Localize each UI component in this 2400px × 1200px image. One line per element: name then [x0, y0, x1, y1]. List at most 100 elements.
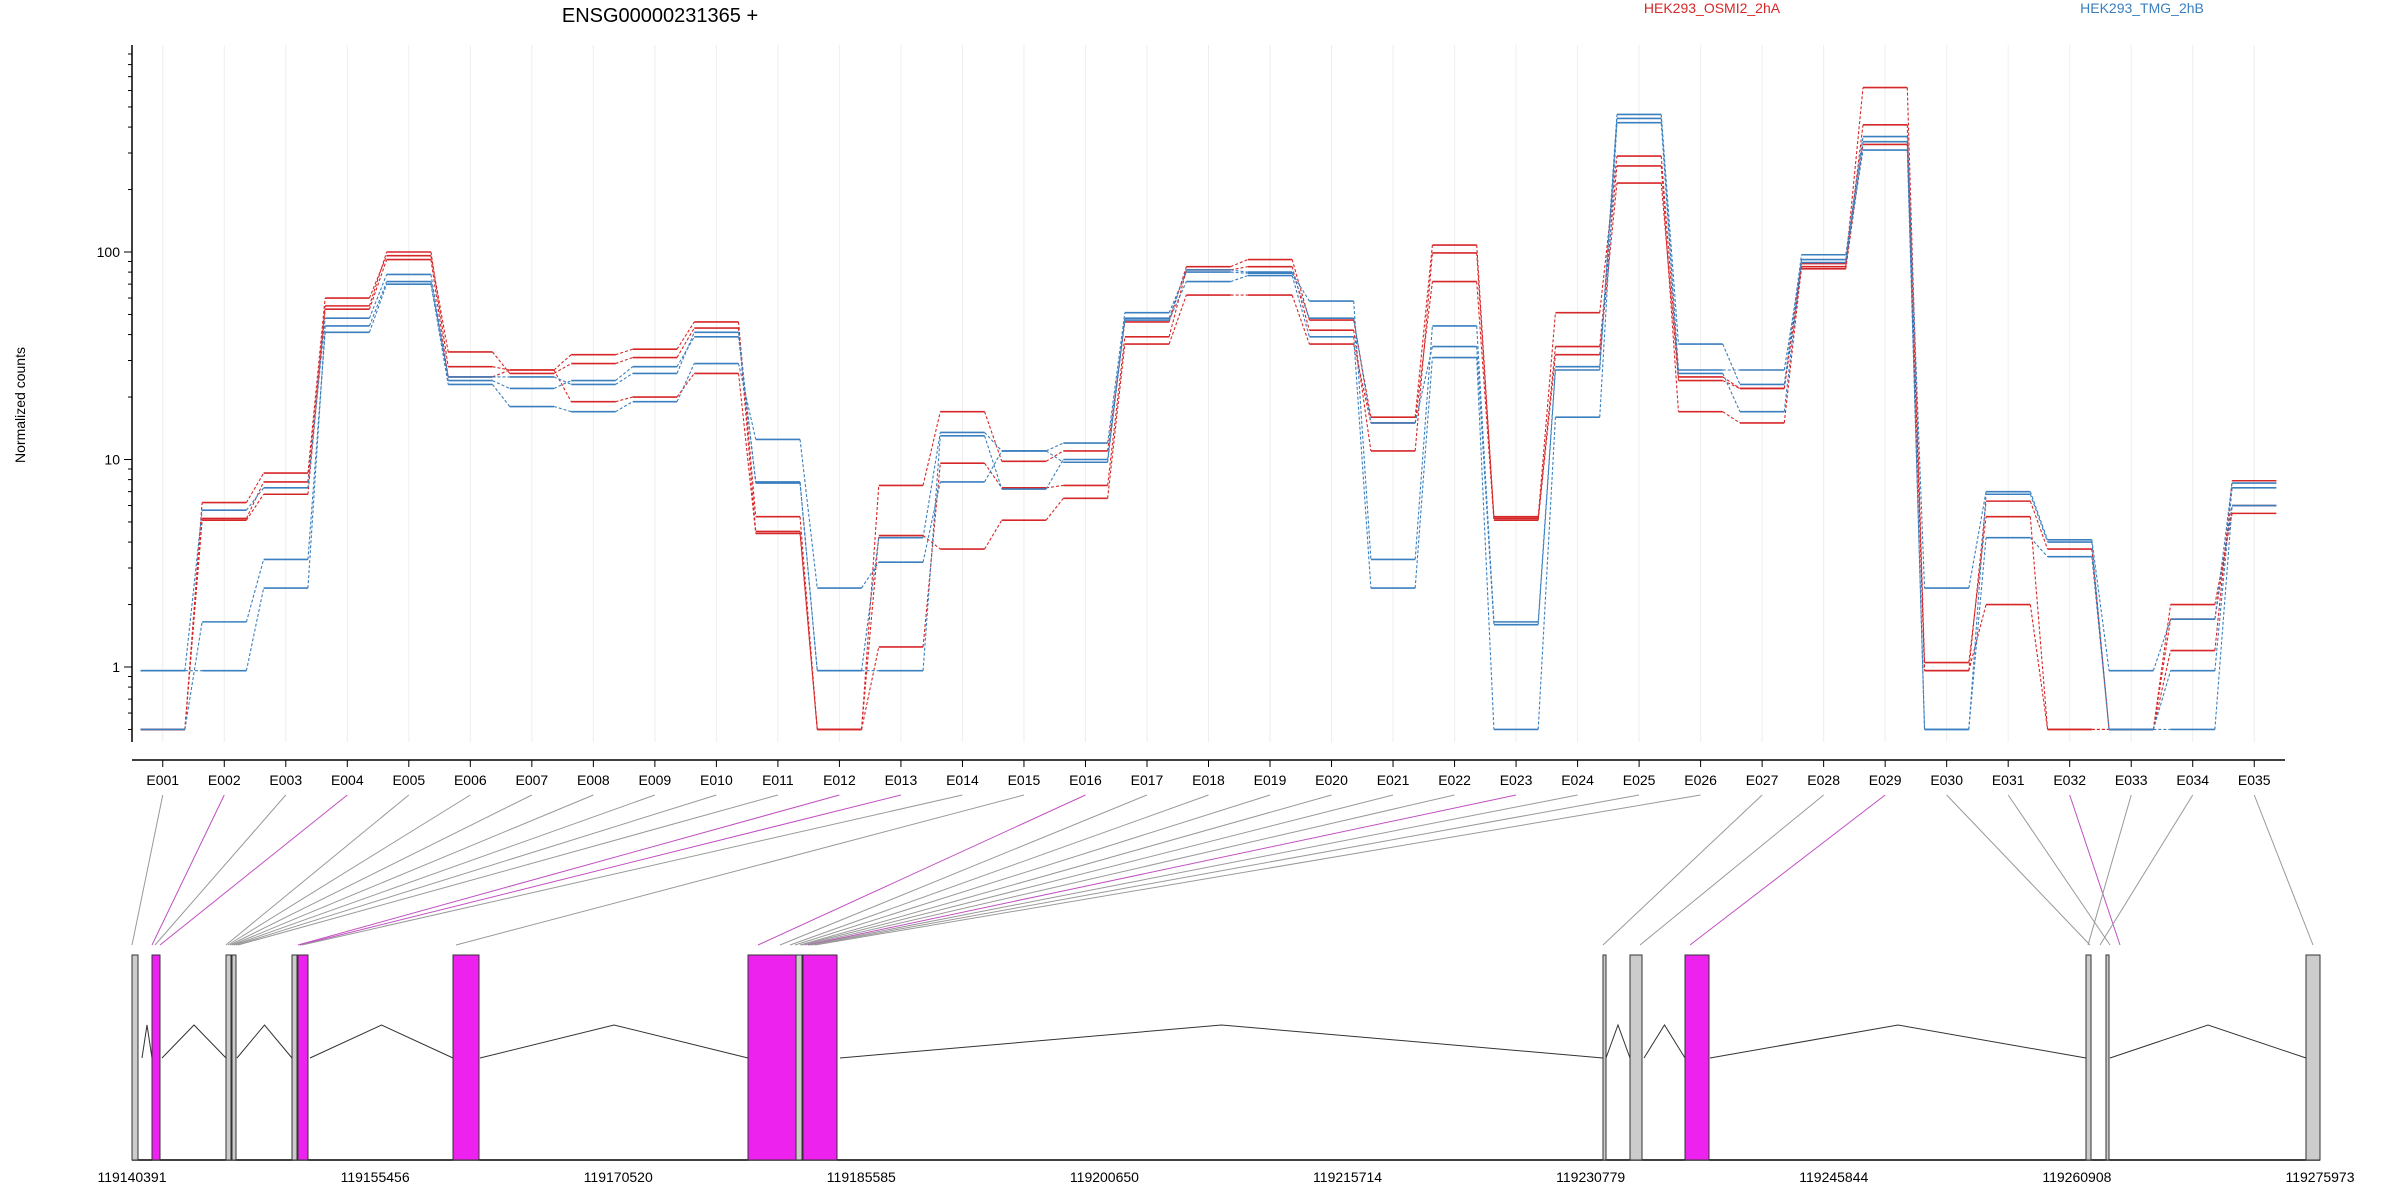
x-tick-label: E033: [2115, 772, 2148, 788]
step-connector: [1845, 124, 1864, 267]
x-tick-label: E029: [1869, 772, 1902, 788]
step-connector: [1845, 87, 1864, 264]
step-connector: [1906, 150, 1926, 730]
step-connector: [799, 483, 818, 671]
step-connector: [430, 255, 449, 353]
step-connector: [676, 332, 695, 374]
y-tick-label: 100: [97, 244, 121, 260]
step-connector: [307, 325, 326, 589]
intron-line: [2109, 1024, 2307, 1059]
step-connector: [1660, 118, 1680, 371]
step-connector: [737, 363, 757, 440]
step-connector: [1906, 136, 1926, 589]
step-connector: [615, 372, 634, 385]
x-tick-label: E020: [1315, 772, 1348, 788]
step-connector: [615, 348, 633, 356]
exon-connector: [794, 794, 1271, 946]
step-connector: [1599, 118, 1618, 371]
step-connector: [2091, 542, 2110, 730]
step-connector: [368, 281, 388, 327]
step-connector: [2152, 650, 2172, 730]
genomic-tick-label: 119185585: [827, 1169, 896, 1185]
exon-block: [1684, 954, 1710, 1161]
step-connector: [307, 305, 326, 482]
x-tick-label: E008: [577, 772, 610, 788]
step-connector: [1414, 281, 1433, 424]
step-connector: [1353, 330, 1372, 451]
exon-connector: [789, 794, 1209, 946]
exon-connector: [807, 794, 1517, 946]
x-tick-label: E025: [1623, 772, 1656, 788]
series-6: [140, 117, 2277, 731]
step-connector: [1291, 294, 1310, 345]
exon-connector: [159, 794, 348, 946]
step-connector: [307, 297, 326, 474]
x-tick-label: E015: [1008, 772, 1041, 788]
exon-connector: [154, 794, 287, 946]
step-connector: [1476, 357, 1495, 730]
series-layer: [140, 86, 2277, 731]
exon-connector: [229, 794, 533, 946]
step-connector: [2152, 604, 2172, 730]
exon-connector: [299, 794, 902, 946]
y-axis-label: Normalized counts: [12, 347, 28, 463]
step-connector: [922, 535, 941, 550]
series-1: [140, 86, 2277, 731]
step-connector: [861, 646, 880, 730]
step-connector: [1230, 271, 1248, 274]
legend-entry-osmi: HEK293_OSMI2_2hA: [1644, 0, 1781, 16]
step-connector: [1107, 318, 1126, 460]
step-connector: [676, 373, 695, 398]
step-connector: [553, 363, 572, 374]
step-connector: [2029, 604, 2049, 730]
step-connector: [1537, 417, 1556, 730]
step-connector: [2091, 539, 2110, 671]
x-tick-label: E005: [392, 772, 425, 788]
step-connector: [492, 366, 510, 371]
step-connector: [2152, 619, 2172, 671]
exon-connector: [237, 794, 779, 946]
x-tick-label: E030: [1930, 772, 1963, 788]
step-connector: [430, 281, 449, 378]
exon-connector: [455, 794, 1025, 946]
step-connector: [1537, 354, 1556, 521]
step-connector: [1906, 87, 1926, 663]
exon-connector: [779, 794, 1148, 946]
step-connector: [1599, 122, 1618, 418]
genomic-tick-label: 119245844: [1799, 1169, 1868, 1185]
x-tick-label: E007: [515, 772, 548, 788]
step-connector: [368, 283, 388, 333]
exon-block: [2085, 954, 2092, 1161]
step-connector: [2029, 516, 2049, 730]
x-tick-label: E019: [1254, 772, 1287, 788]
x-tick-label: E014: [946, 772, 979, 788]
step-connector: [1107, 319, 1126, 463]
step-connector: [1230, 266, 1248, 271]
step-connector: [492, 380, 510, 389]
x-tick-label: E024: [1561, 772, 1594, 788]
step-connector: [1476, 346, 1495, 625]
step-connector: [1046, 484, 1064, 489]
step-connector: [1045, 450, 1064, 463]
step-connector: [368, 251, 388, 307]
step-connector: [737, 332, 757, 484]
step-connector: [1353, 343, 1372, 424]
step-connector: [1045, 459, 1064, 490]
exon-connector: [804, 794, 1455, 946]
genomic-tick-label: 119260908: [2042, 1169, 2111, 1185]
genomic-tick-label: 119200650: [1070, 1169, 1139, 1185]
exon-block: [1602, 954, 1607, 1161]
step-connector: [984, 411, 1003, 462]
step-connector: [1291, 275, 1310, 338]
step-connector: [1968, 516, 1987, 663]
genomic-tick-label: 119275973: [2285, 1169, 2354, 1185]
step-connector: [615, 396, 633, 403]
exon-connector: [2007, 794, 2111, 946]
step-connector: [737, 328, 757, 532]
step-connector: [799, 533, 818, 730]
step-connector: [2029, 491, 2049, 541]
step-connector: [922, 411, 941, 486]
intron-line: [161, 1024, 227, 1059]
step-connector: [245, 559, 265, 623]
